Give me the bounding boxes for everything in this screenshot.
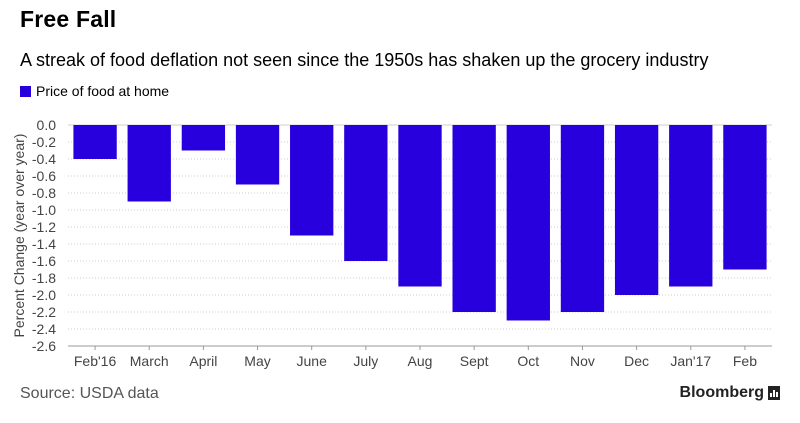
x-tick-label: Oct xyxy=(517,353,539,369)
bar xyxy=(452,125,496,312)
bar xyxy=(344,125,388,261)
y-tick-label: -0.4 xyxy=(32,151,56,167)
x-tick-label: Dec xyxy=(624,353,649,369)
bar xyxy=(127,125,171,202)
bar xyxy=(398,125,442,287)
legend-label: Price of food at home xyxy=(36,83,170,99)
chart-title: Free Fall xyxy=(20,6,117,32)
bar xyxy=(506,125,550,321)
y-tick-label: 0.0 xyxy=(37,117,57,133)
y-tick-label: -1.4 xyxy=(32,236,56,252)
y-tick-label: -1.6 xyxy=(32,253,56,269)
y-tick-label: -2.2 xyxy=(32,304,56,320)
bar xyxy=(181,125,226,151)
y-axis-label: Percent Change (year over year) xyxy=(11,134,27,338)
bar xyxy=(614,125,659,295)
bar xyxy=(290,125,334,236)
x-tick-label: March xyxy=(130,353,169,369)
chart-subtitle: A streak of food deflation not seen sinc… xyxy=(20,50,709,70)
x-tick-label: Feb'16 xyxy=(74,353,117,369)
bar xyxy=(669,125,713,287)
x-tick-label: Sept xyxy=(460,353,489,369)
y-tick-label: -0.6 xyxy=(32,168,56,184)
y-tick-label: -0.2 xyxy=(32,134,56,150)
legend-swatch xyxy=(20,85,31,97)
legend: Price of food at home xyxy=(20,83,169,99)
bar xyxy=(73,125,117,159)
brand-logo: Bloomberg xyxy=(680,384,780,402)
y-tick-label: -1.8 xyxy=(32,270,56,286)
brand-name: Bloomberg xyxy=(679,384,764,401)
bar xyxy=(235,125,280,185)
y-tick-label: -1.0 xyxy=(32,202,56,218)
y-tick-label: -2.0 xyxy=(32,287,56,303)
bloomberg-icon xyxy=(768,386,780,400)
x-tick-label: May xyxy=(244,353,270,369)
x-tick-label: Nov xyxy=(570,353,595,369)
x-tick-label: June xyxy=(297,353,328,369)
y-tick-label: -2.6 xyxy=(32,338,56,354)
bar xyxy=(560,125,605,312)
x-tick-label: Aug xyxy=(408,353,433,369)
source-note: Source: USDA data xyxy=(20,385,159,402)
x-tick-label: Jan'17 xyxy=(670,353,711,369)
y-tick-label: -2.4 xyxy=(32,321,56,337)
x-tick-label: Feb xyxy=(733,353,757,369)
y-tick-label: -1.2 xyxy=(32,219,56,235)
x-tick-label: April xyxy=(189,353,217,369)
y-tick-label: -0.8 xyxy=(32,185,56,201)
x-tick-label: July xyxy=(353,353,378,369)
bar xyxy=(723,125,767,270)
